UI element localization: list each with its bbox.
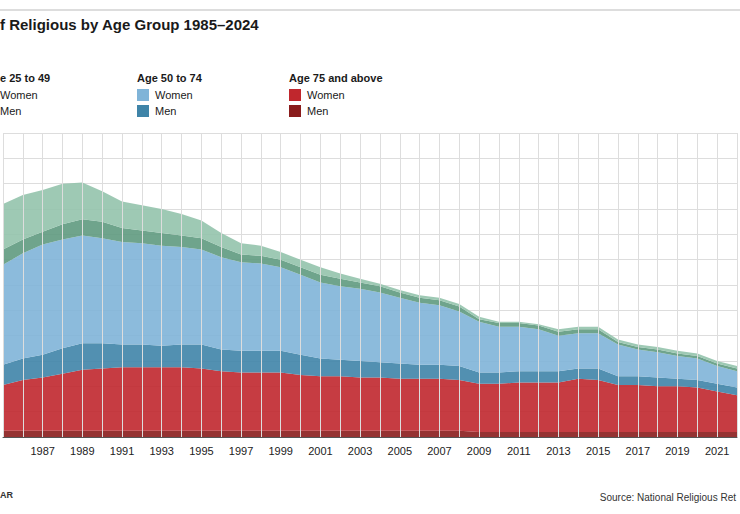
svg-text:1989: 1989 [70,445,94,457]
svg-text:Women: Women [155,89,193,101]
svg-text:2021: 2021 [705,445,729,457]
svg-text:Source: National Religious Ret: Source: National Religious Ret [600,492,736,503]
svg-text:1991: 1991 [110,445,134,457]
svg-text:2001: 2001 [308,445,332,457]
svg-text:1987: 1987 [30,445,54,457]
svg-text:Age 75 and above: Age 75 and above [289,72,383,84]
svg-text:2003: 2003 [348,445,372,457]
svg-text:2005: 2005 [388,445,412,457]
svg-text:2011: 2011 [507,445,531,457]
svg-text:1999: 1999 [268,445,292,457]
svg-text:e 25 to 49: e 25 to 49 [0,72,50,84]
svg-text:1993: 1993 [149,445,173,457]
svg-text:Age 50 to 74: Age 50 to 74 [137,72,203,84]
svg-text:f Religious by Age Group 1985–: f Religious by Age Group 1985–2024 [0,16,259,33]
svg-text:1997: 1997 [229,445,253,457]
svg-text:2013: 2013 [546,445,570,457]
svg-text:2017: 2017 [626,445,650,457]
svg-text:Men: Men [307,105,328,117]
svg-text:1995: 1995 [189,445,213,457]
svg-text:2009: 2009 [467,445,491,457]
svg-text:2015: 2015 [586,445,610,457]
svg-text:Men: Men [0,105,21,117]
svg-text:Men: Men [155,105,176,117]
svg-text:Women: Women [307,89,345,101]
svg-text:2019: 2019 [665,445,689,457]
svg-text:AR: AR [0,490,13,500]
svg-text:2007: 2007 [427,445,451,457]
svg-text:Women: Women [0,89,38,101]
